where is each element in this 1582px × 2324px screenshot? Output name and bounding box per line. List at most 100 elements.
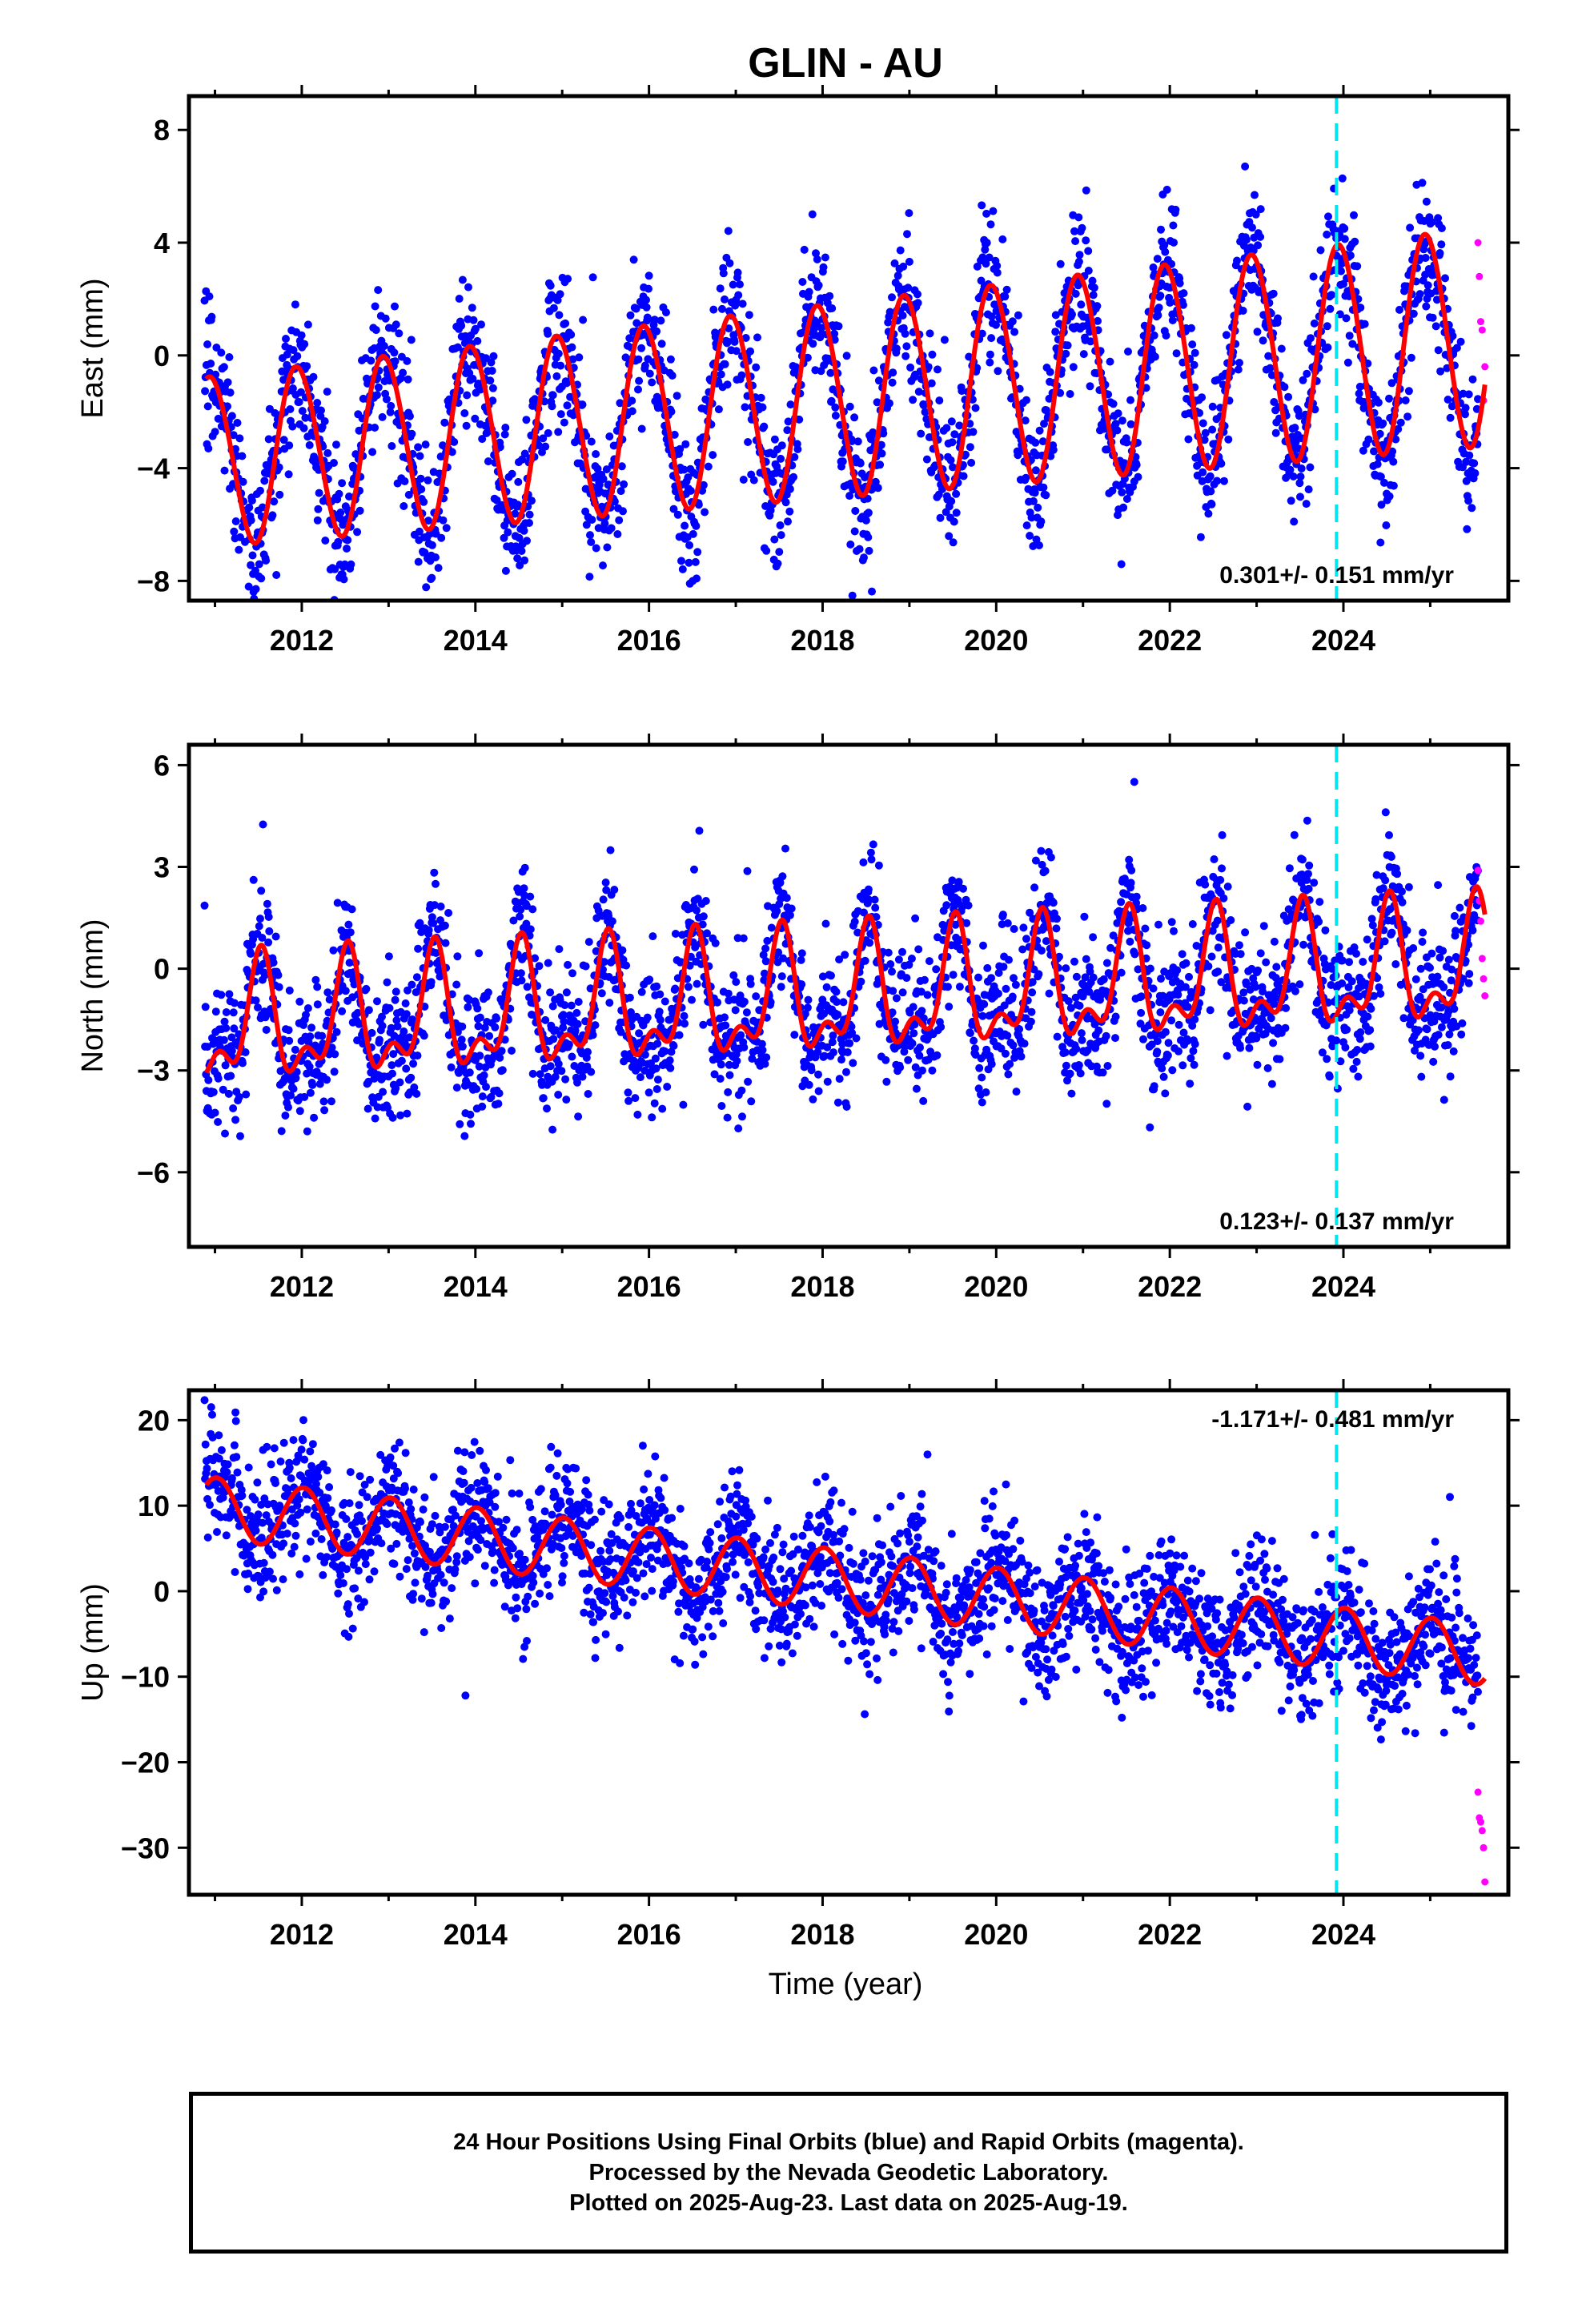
east-data-point	[1119, 503, 1128, 512]
north-data-point	[684, 983, 693, 991]
east-data-point	[692, 521, 701, 530]
north-data-point	[1046, 853, 1055, 862]
north-data-point	[200, 901, 209, 910]
north-data-point	[1142, 941, 1151, 950]
east-y-tick-label: 4	[154, 227, 170, 259]
north-data-point	[1124, 919, 1133, 927]
north-data-point	[561, 1075, 570, 1084]
east-data-point	[689, 529, 697, 538]
east-data-point	[1026, 532, 1034, 540]
east-data-point	[353, 528, 362, 537]
east-data-point	[993, 268, 1002, 277]
east-data-point	[831, 412, 840, 420]
north-data-point	[807, 1066, 816, 1075]
north-data-point	[1055, 952, 1063, 961]
east-data-point	[345, 493, 353, 501]
east-data-point	[1370, 447, 1378, 456]
north-data-point	[644, 1088, 653, 1097]
north-data-point	[229, 1008, 238, 1017]
north-data-point	[1254, 966, 1263, 975]
east-data-point	[563, 401, 572, 410]
east-data-point	[876, 460, 885, 469]
east-rapid-orbit-points	[1474, 239, 1489, 404]
north-data-point	[1153, 1047, 1162, 1056]
north-data-point	[690, 865, 698, 874]
north-data-point	[602, 886, 611, 895]
east-data-point	[1213, 476, 1222, 485]
north-data-point	[1109, 931, 1118, 940]
east-data-point	[257, 574, 266, 583]
north-data-point	[555, 945, 564, 954]
north-data-point	[413, 1051, 422, 1060]
east-data-point	[1389, 457, 1398, 466]
east-data-point	[966, 443, 974, 452]
north-data-point	[652, 982, 661, 991]
east-data-point	[500, 533, 508, 542]
north-data-point	[734, 1124, 743, 1133]
north-data-point	[979, 941, 987, 950]
north-data-point	[693, 979, 701, 988]
north-data-point	[1156, 1008, 1165, 1017]
north-data-point	[1126, 879, 1135, 887]
north-data-point	[401, 999, 410, 1007]
north-data-point	[1037, 846, 1046, 855]
north-data-point	[1072, 1044, 1081, 1053]
north-data-point	[432, 879, 440, 888]
north-data-point	[1103, 1062, 1112, 1070]
north-data-point	[517, 976, 526, 985]
east-data-point	[719, 269, 728, 278]
north-data-point	[407, 1073, 416, 1082]
north-data-point	[1161, 1089, 1170, 1098]
north-data-point	[1303, 875, 1311, 884]
east-data-point	[1264, 352, 1273, 360]
north-data-point	[693, 906, 701, 915]
east-data-point	[1184, 435, 1193, 444]
east-data-point	[220, 466, 229, 475]
north-data-point	[1298, 855, 1307, 864]
north-data-point	[917, 987, 926, 996]
north-data-point	[599, 895, 608, 904]
north-data-point	[1281, 1023, 1290, 1032]
north-data-point	[323, 988, 332, 997]
north-data-point	[303, 1127, 311, 1136]
east-data-point	[670, 430, 679, 439]
north-data-point	[584, 1047, 592, 1056]
north-data-point	[523, 983, 532, 991]
north-data-point	[611, 975, 620, 984]
north-data-point	[367, 1028, 376, 1037]
north-data-point	[362, 984, 371, 993]
east-data-point	[673, 392, 681, 400]
north-data-point	[743, 866, 752, 875]
east-data-point	[460, 409, 469, 417]
east-data-point	[579, 316, 588, 324]
east-data-point	[501, 566, 510, 575]
east-data-point	[1324, 212, 1332, 221]
east-data-point	[279, 436, 288, 444]
east-data-point	[231, 517, 240, 525]
north-data-point	[1183, 1003, 1192, 1011]
north-data-point	[778, 872, 787, 881]
north-data-point	[675, 1031, 684, 1039]
north-data-point	[841, 951, 849, 959]
east-data-point	[323, 388, 331, 396]
east-data-point	[1380, 478, 1388, 487]
north-data-point	[909, 1003, 917, 1011]
east-data-point	[453, 343, 462, 352]
north-data-point	[1027, 1007, 1036, 1016]
north-data-point	[627, 1008, 635, 1016]
east-data-point	[814, 281, 823, 290]
north-data-point	[837, 1055, 845, 1064]
north-data-point	[284, 1026, 293, 1035]
east-data-point	[877, 440, 885, 449]
north-data-point	[1017, 1052, 1026, 1061]
north-data-point	[375, 1035, 383, 1044]
north-data-point	[1303, 816, 1311, 825]
north-data-point	[387, 1061, 396, 1070]
east-data-point	[1461, 410, 1469, 419]
north-data-point	[500, 1035, 509, 1044]
north-data-point	[814, 1087, 823, 1096]
north-data-point	[1304, 884, 1313, 893]
east-data-point	[239, 477, 247, 486]
east-data-point	[548, 402, 556, 411]
north-data-point	[739, 934, 748, 943]
